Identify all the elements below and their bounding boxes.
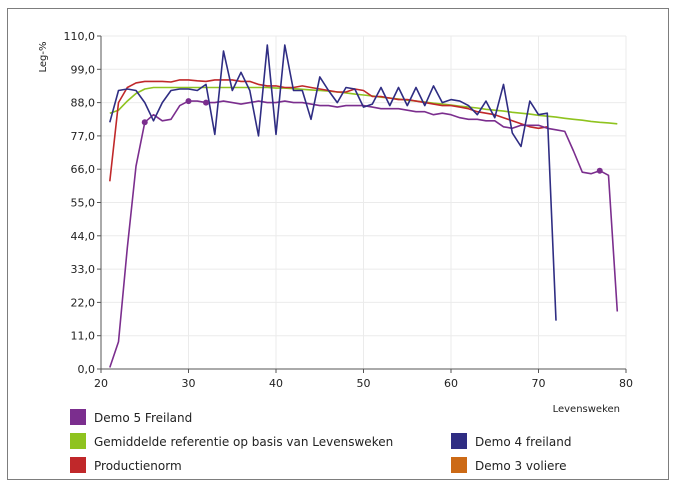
line-chart: 0,0 11,0 22,0 33,0 44,0 55,0 66,0 77,0 88,0 99,0 1… bbox=[38, 30, 634, 473]
y-tick-label: 88,0 bbox=[71, 97, 96, 110]
legend-swatch bbox=[70, 433, 86, 449]
axes bbox=[97, 35, 627, 373]
y-tick-label: 44,0 bbox=[71, 230, 96, 243]
series-line-3 bbox=[109, 44, 557, 321]
y-axis-title: Leg-% bbox=[38, 41, 49, 72]
y-tick-label: 110,0 bbox=[64, 30, 96, 43]
tick-labels: 0,0 11,0 22,0 33,0 44,0 55,0 66,0 77,0 88,0 99,0 1… bbox=[64, 30, 634, 390]
y-tick-label: 77,0 bbox=[71, 130, 96, 143]
y-tick-label: 66,0 bbox=[71, 163, 96, 176]
y-tick-label: 22,0 bbox=[71, 296, 96, 309]
data-point-marker bbox=[185, 98, 192, 105]
y-tick-label: 99,0 bbox=[71, 63, 96, 76]
chart-frame: 0,0 11,0 22,0 33,0 44,0 55,0 66,0 77,0 88,0 99,0 1… bbox=[7, 8, 669, 480]
series-markers bbox=[141, 98, 603, 174]
legend-label: Gemiddelde referentie op basis van Leven… bbox=[94, 435, 393, 449]
x-tick-label: 20 bbox=[94, 377, 108, 390]
data-point-marker bbox=[141, 119, 148, 126]
series-lines bbox=[109, 44, 619, 368]
x-tick-label: 40 bbox=[269, 377, 283, 390]
legend-swatch bbox=[70, 457, 86, 473]
x-tick-label: 60 bbox=[444, 377, 458, 390]
legend-label: Demo 5 Freiland bbox=[94, 411, 192, 425]
y-tick-label: 11,0 bbox=[71, 330, 96, 343]
y-tick-label: 0,0 bbox=[78, 363, 96, 376]
x-axis-title: Levensweken bbox=[553, 404, 620, 415]
y-tick-label: 33,0 bbox=[71, 263, 96, 276]
x-tick-label: 80 bbox=[619, 377, 633, 390]
series-line-1 bbox=[109, 86, 618, 125]
x-tick-label: 50 bbox=[357, 377, 371, 390]
legend-label: Demo 3 voliere bbox=[475, 459, 566, 473]
data-point-marker bbox=[596, 167, 603, 174]
legend: Demo 5 Freiland Gemiddelde referentie op … bbox=[70, 409, 571, 473]
y-tick-label: 55,0 bbox=[71, 197, 96, 210]
data-point-marker bbox=[203, 99, 209, 106]
legend-label: Demo 4 freiland bbox=[475, 435, 571, 449]
x-tick-label: 30 bbox=[182, 377, 196, 390]
legend-label: Productienorm bbox=[94, 459, 182, 473]
legend-swatch bbox=[70, 409, 86, 425]
legend-swatch bbox=[451, 457, 467, 473]
legend-swatch bbox=[451, 433, 467, 449]
x-tick-label: 70 bbox=[532, 377, 546, 390]
